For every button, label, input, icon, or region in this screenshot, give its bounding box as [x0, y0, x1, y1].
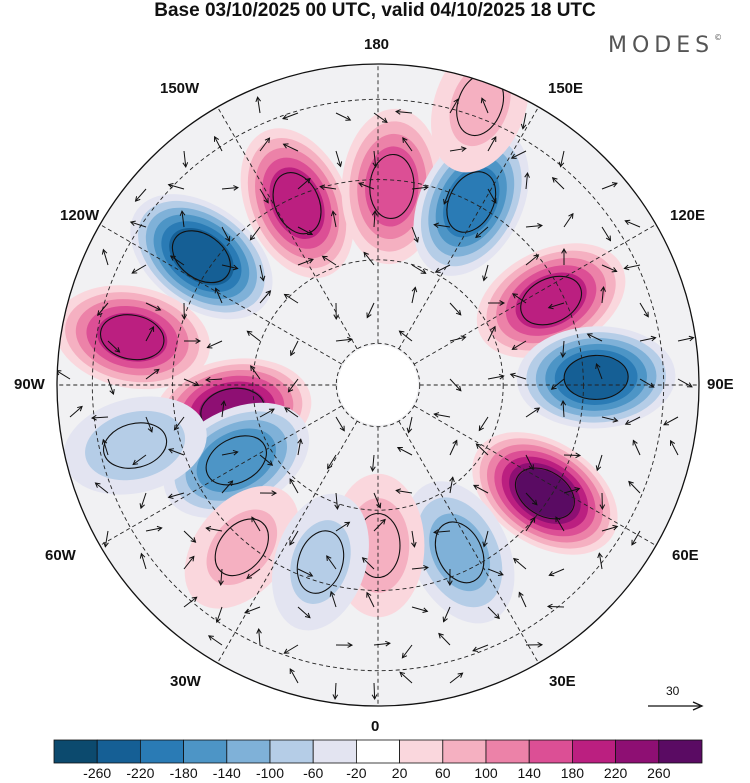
lon-label-90e: 90E — [707, 376, 734, 393]
anomaly-negative-14 — [272, 493, 369, 631]
colorbar-tick-label: 140 — [517, 765, 541, 781]
colorbar-tick-label: 20 — [391, 765, 408, 781]
colorbar-tick-label: 180 — [560, 765, 585, 781]
colorbar-tick-label: -60 — [303, 765, 324, 781]
colorbar-tick-label: 100 — [474, 765, 498, 781]
colorbar-tick-label: -260 — [83, 765, 112, 781]
colorbar-tick-label: 60 — [435, 765, 451, 781]
lon-label-30e: 30E — [549, 673, 576, 690]
colorbar-tick-label: -220 — [126, 765, 155, 781]
lon-label-180: 180 — [364, 36, 390, 53]
chart-title: Base 03/10/2025 00 UTC, valid 04/10/2025… — [154, 0, 596, 21]
colorbar-swatch — [615, 739, 660, 764]
anomaly-negative-0 — [130, 194, 273, 320]
colorbar-swatch — [355, 739, 400, 764]
anomaly-positive-1 — [240, 128, 354, 279]
pole-blank — [338, 345, 418, 425]
colorbar-swatch — [399, 739, 444, 764]
reference-vector-label: 30 — [666, 684, 680, 698]
colorbar-tick-label: -100 — [255, 765, 285, 781]
reference-vector — [648, 701, 704, 711]
lon-label-30w: 30W — [170, 673, 201, 690]
map-border — [56, 63, 700, 707]
lon-label-60w: 60W — [45, 547, 76, 564]
wind-vectors — [57, 96, 695, 701]
colorbar-swatch — [528, 739, 573, 764]
logo-text: MODES — [608, 33, 715, 58]
colorbar-tick-label: 220 — [603, 765, 628, 781]
lon-label-0: 0 — [371, 718, 380, 735]
colorbar-swatch — [485, 739, 530, 764]
colorbar-swatch — [96, 739, 141, 764]
modes-logo: MODES© — [608, 33, 722, 58]
copyright-icon: © — [714, 33, 723, 42]
colorbar-swatch — [183, 739, 228, 764]
anomaly-positive-13 — [184, 485, 299, 609]
lon-label-150w: 150W — [160, 80, 200, 97]
colorbar-swatch — [442, 739, 487, 764]
anomaly-positive-6 — [472, 432, 618, 555]
colorbar-swatch — [658, 739, 703, 764]
lon-label-60e: 60E — [672, 547, 699, 564]
colorbar — [53, 739, 703, 764]
colorbar-tick-label: 260 — [647, 765, 671, 781]
colorbar-swatch — [53, 739, 98, 764]
colorbar-swatch — [572, 739, 617, 764]
colorbar-swatch — [139, 739, 184, 764]
anomaly-field — [57, 64, 676, 631]
graticule — [57, 64, 699, 706]
colorbar-tick-label: -180 — [169, 765, 198, 781]
colorbar-swatch — [226, 739, 271, 764]
lon-label-120w: 120W — [60, 207, 100, 224]
colorbar-swatch — [312, 739, 357, 764]
colorbar-swatch — [269, 739, 314, 764]
colorbar-tick-label: -20 — [346, 765, 367, 781]
lon-label-150e: 150E — [548, 80, 584, 97]
anomaly-negative-5 — [516, 326, 676, 429]
lon-label-120e: 120E — [670, 207, 706, 224]
colorbar-tick-label: -140 — [212, 765, 241, 781]
lon-label-90w: 90W — [14, 376, 45, 393]
anomaly-negative-11 — [63, 396, 207, 495]
anomaly-negative-7 — [404, 481, 515, 624]
